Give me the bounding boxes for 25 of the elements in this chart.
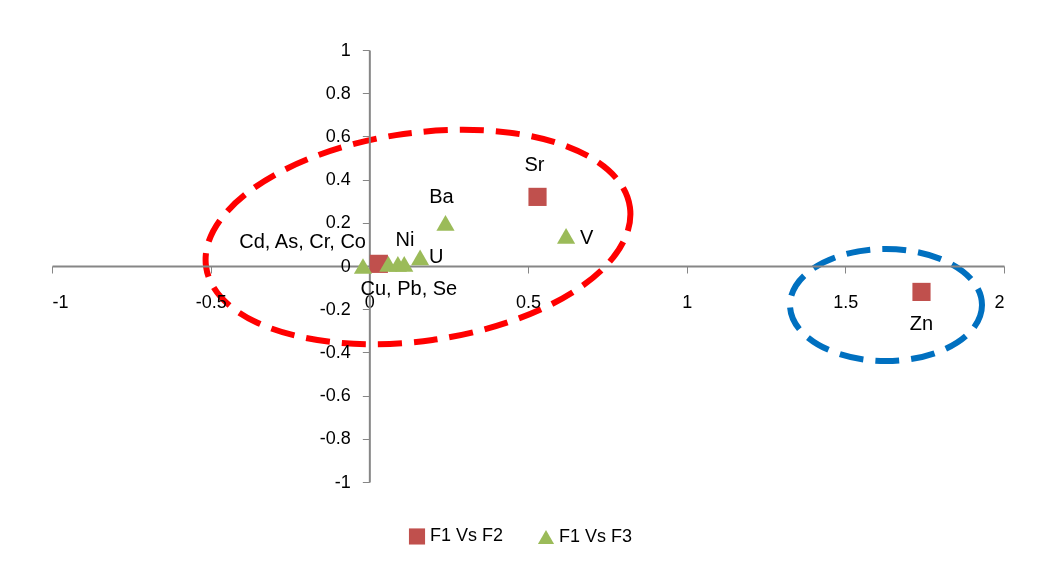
annotation: V bbox=[580, 225, 595, 248]
y-tick-label: 0.8 bbox=[325, 82, 351, 103]
y-tick-label: -1 bbox=[334, 471, 351, 492]
x-tick-label: -1 bbox=[52, 291, 69, 312]
annotation: Ba bbox=[429, 184, 455, 207]
annotation: Ni bbox=[395, 227, 415, 250]
legend-label: F1 Vs F2 bbox=[430, 525, 504, 546]
x-tick-label: 1 bbox=[682, 291, 693, 312]
y-tick-label: 0.6 bbox=[325, 125, 351, 146]
x-tick-label: 0.5 bbox=[515, 291, 542, 312]
annotation: Zn bbox=[909, 311, 934, 334]
annotation: Sr bbox=[524, 152, 545, 175]
y-tick-label: 0.4 bbox=[325, 169, 351, 190]
annotation: U bbox=[429, 245, 444, 268]
y-tick-label: 0 bbox=[340, 255, 351, 276]
y-tick-label: -0.8 bbox=[319, 428, 351, 449]
y-tick-label: 0.2 bbox=[325, 212, 351, 233]
x-tick-label: 1.5 bbox=[833, 291, 859, 312]
y-tick-label: -0.6 bbox=[319, 385, 351, 406]
annotation: Cd, As, Cr, Co bbox=[239, 230, 366, 252]
legend-label: F1 Vs F3 bbox=[559, 526, 633, 547]
y-tick-label: -0.4 bbox=[319, 341, 351, 362]
x-tick-label: 2 bbox=[994, 291, 1005, 312]
y-tick-label: -0.2 bbox=[319, 298, 351, 319]
y-tick-label: 1 bbox=[340, 39, 351, 60]
